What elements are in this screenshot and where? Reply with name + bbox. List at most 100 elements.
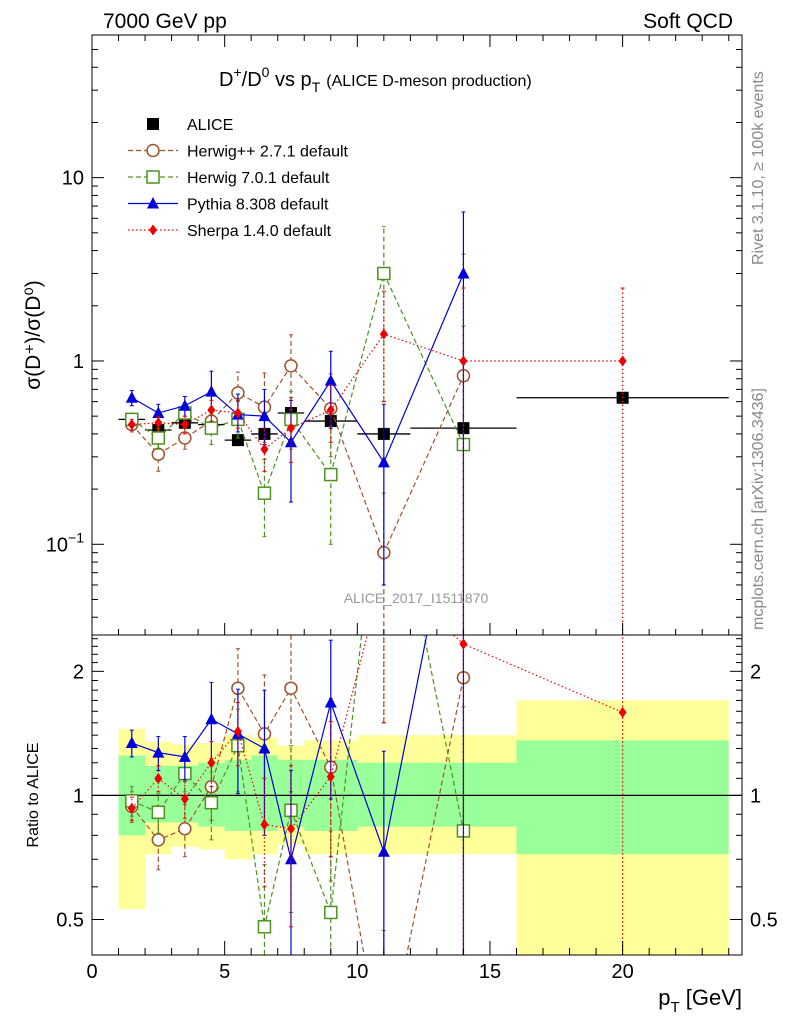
- data-point: [377, 455, 390, 468]
- legend-marker: [147, 197, 159, 209]
- x-axis-label: pT [GeV]: [658, 985, 742, 1016]
- main-y-axis-label: σ(D⁺)/σ(D⁰): [22, 280, 45, 390]
- x-tick-label: 20: [611, 961, 633, 983]
- legend-item-pythia-8-308-default: Pythia 8.308 default: [128, 197, 329, 214]
- legend: ALICE Herwig++ 2.7.1 default Herwig 7.0.1 …: [128, 117, 349, 240]
- analysis-watermark: ALICE_2017_I1511870: [344, 590, 489, 606]
- data-point: [207, 404, 216, 416]
- data-point: [618, 355, 627, 367]
- ratio-panel-ticks: 2 2 1 1 0.5 0.5 0 5 10 15 20: [56, 638, 778, 983]
- series-sherpa-1-4-0-default: [127, 287, 627, 635]
- header-energy-label: 7000 GeV pp: [103, 10, 227, 33]
- ratio-y-tick-label-right: 2: [750, 661, 761, 683]
- ratio-data-point: [127, 802, 136, 814]
- plot-title: D+/D0 vs pT (ALICE D-meson production): [219, 64, 532, 95]
- ratio-data-point: [152, 746, 165, 758]
- data-point: [286, 422, 295, 434]
- ratio-data-point: [178, 822, 192, 836]
- legend-label: Herwig++ 2.7.1 default: [187, 144, 349, 161]
- ratio-data-point: [178, 750, 191, 762]
- ratio-series-line: [131, 677, 465, 955]
- ratio-y-tick-label-left: 0.5: [56, 909, 84, 931]
- y-tick-label: 1: [73, 351, 84, 373]
- data-point: [125, 391, 138, 403]
- data-point: [326, 404, 335, 416]
- ratio-data-point: [459, 638, 468, 650]
- ratio-data-point: [324, 696, 337, 708]
- ratio-data-point: [377, 845, 390, 857]
- main-panel-series: [118, 211, 729, 635]
- data-point: [377, 266, 391, 281]
- ratio-data-point: [204, 795, 219, 810]
- ratio-y-tick-label-right: 0.5: [750, 909, 778, 931]
- legend-label: ALICE: [187, 117, 233, 134]
- data-point: [231, 434, 244, 447]
- x-tick-label: 0: [86, 961, 97, 983]
- data-point: [379, 328, 388, 340]
- data-point: [284, 359, 298, 373]
- mcplots-reference-label: mcplots.cern.ch [arXiv:1306.3436]: [750, 388, 767, 630]
- ratio-data-point: [154, 772, 163, 784]
- data-point: [151, 447, 166, 461]
- data-point: [233, 407, 242, 419]
- series-line: [131, 333, 623, 451]
- series-line: [131, 273, 464, 464]
- legend-marker: [149, 224, 157, 236]
- ratio-series-line: [131, 635, 465, 927]
- data-point: [457, 267, 470, 279]
- x-tick-label: 5: [219, 961, 230, 983]
- ratio-y-tick-label-left: 2: [73, 661, 84, 683]
- data-point: [154, 417, 163, 429]
- rivet-version-label: Rivet 3.1.10, ≥ 100k events: [750, 71, 767, 265]
- ratio-data-point: [207, 757, 216, 769]
- ratio-data-point: [326, 771, 335, 783]
- ratio-data-point: [258, 741, 271, 754]
- x-tick-label: 10: [346, 961, 368, 983]
- ratio-data-point: [324, 905, 338, 920]
- ratio-data-point: [151, 833, 166, 847]
- data-point: [260, 443, 269, 455]
- y-tick-label: 10: [62, 168, 84, 190]
- ratio-data-point: [618, 706, 627, 718]
- ratio-panel-series: [125, 635, 627, 955]
- ratio-y-axis-label: Ratio to ALICE: [25, 743, 42, 848]
- data-point: [258, 409, 271, 422]
- data-point: [178, 399, 191, 411]
- data-point: [204, 421, 219, 435]
- ratio-series-sherpa-1-4-0-default: [127, 635, 627, 955]
- ratio-data-point: [125, 736, 138, 749]
- ratio-data-point: [151, 805, 166, 820]
- legend-item-herwig-7-0-1-default: Herwig 7.0.1 default: [128, 170, 330, 187]
- series-pythia-8-308-default: [125, 211, 470, 635]
- data-point: [459, 355, 468, 367]
- ratio-data-point: [260, 818, 269, 830]
- legend-item-sherpa-1-4-0-default: Sherpa 1.4.0 default: [128, 223, 332, 240]
- ratio-data-point: [180, 793, 189, 805]
- ratio-y-tick-label-left: 1: [73, 785, 84, 807]
- data-point: [324, 467, 338, 482]
- data-point: [180, 419, 189, 431]
- data-point: [205, 385, 218, 397]
- header-category-label: Soft QCD: [643, 10, 733, 33]
- data-point: [127, 419, 136, 431]
- ratio-data-point: [286, 823, 295, 835]
- data-point: [324, 374, 337, 386]
- ratio-data-point: [233, 725, 242, 737]
- ratio-data-point: [284, 681, 298, 695]
- legend-item-herwig-2-7-1-default: Herwig++ 2.7.1 default: [128, 144, 349, 161]
- ratio-y-tick-label-right: 1: [750, 785, 761, 807]
- series-line: [131, 364, 464, 555]
- series-herwig-2-7-1-default: [125, 253, 471, 635]
- data-point: [152, 406, 165, 419]
- ratio-series-line: [131, 635, 428, 860]
- x-tick-label: 15: [479, 961, 501, 983]
- stat-uncertainty-band: [516, 740, 729, 855]
- ratio-data-point: [257, 920, 272, 934]
- ratio-data-point: [205, 712, 218, 725]
- data-point: [178, 431, 192, 445]
- legend-marker: [146, 143, 160, 158]
- legend-item-alice: ALICE: [147, 117, 233, 134]
- data-point: [151, 431, 166, 445]
- legend-marker: [147, 118, 159, 130]
